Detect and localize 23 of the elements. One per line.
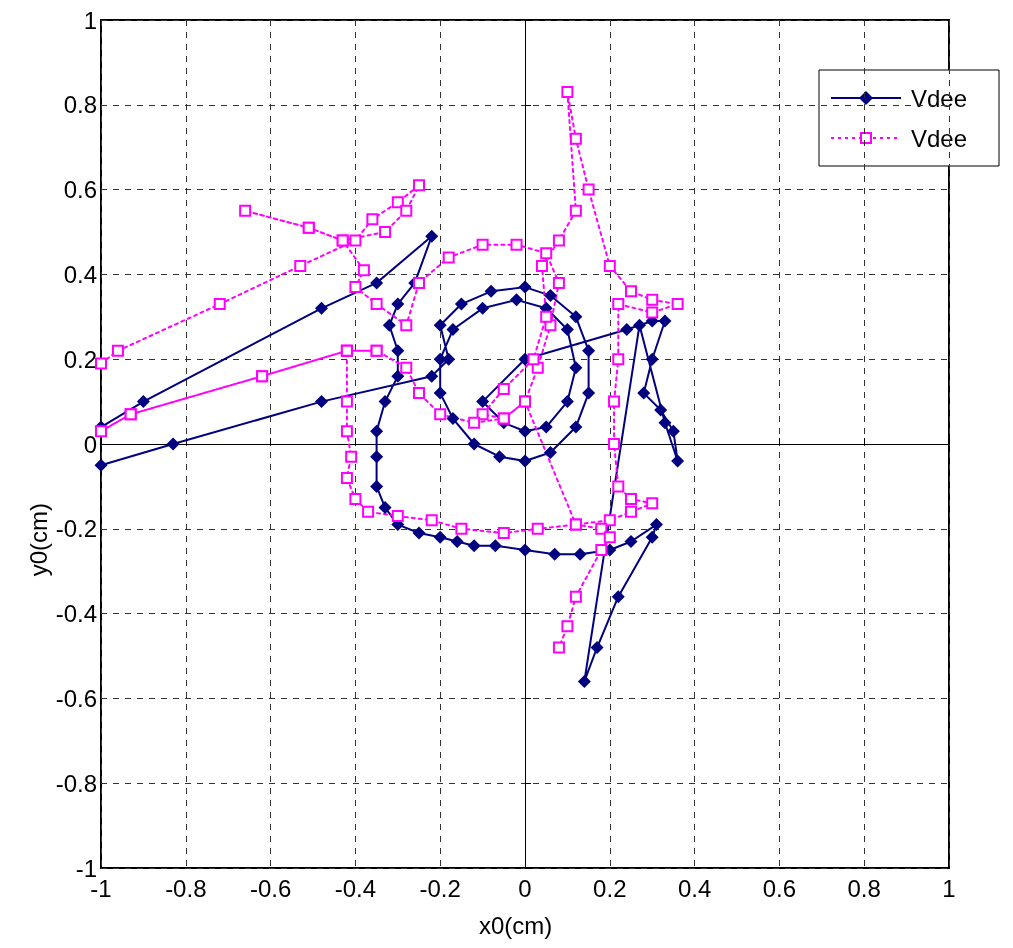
legend-label: Vdee [911, 124, 968, 152]
y-tick-label: 0 [83, 430, 97, 458]
x-tick-label: -0.4 [334, 874, 377, 902]
y-tick-label: 0.2 [63, 345, 97, 373]
y-tick-label: 1 [83, 6, 97, 34]
x-tick-label: -0.8 [165, 874, 207, 902]
y-tick-label: -0.2 [55, 515, 97, 543]
x-tick-label: 0 [518, 874, 532, 902]
y-tick-label: -0.8 [55, 769, 97, 797]
x-tick-label: -0.2 [419, 874, 461, 902]
x-tick-label: -0.6 [249, 874, 292, 902]
y-tick-label: 0.8 [63, 91, 97, 119]
x-tick-label: 1 [942, 874, 956, 902]
x-axis-title: x0(cm) [479, 911, 553, 939]
y-tick-label: 0.6 [63, 176, 97, 204]
x-tick-label: 0.2 [593, 874, 627, 902]
x-tick-label: 0.4 [677, 874, 712, 902]
x-tick-label: 0.8 [847, 874, 881, 902]
y-tick-label: -0.4 [55, 600, 97, 628]
y-tick-label: 0.4 [63, 260, 97, 288]
y-axis-title: y0(cm) [24, 503, 52, 577]
x-tick-label: 0.6 [762, 874, 797, 902]
y-tick-label: -0.6 [55, 684, 97, 712]
